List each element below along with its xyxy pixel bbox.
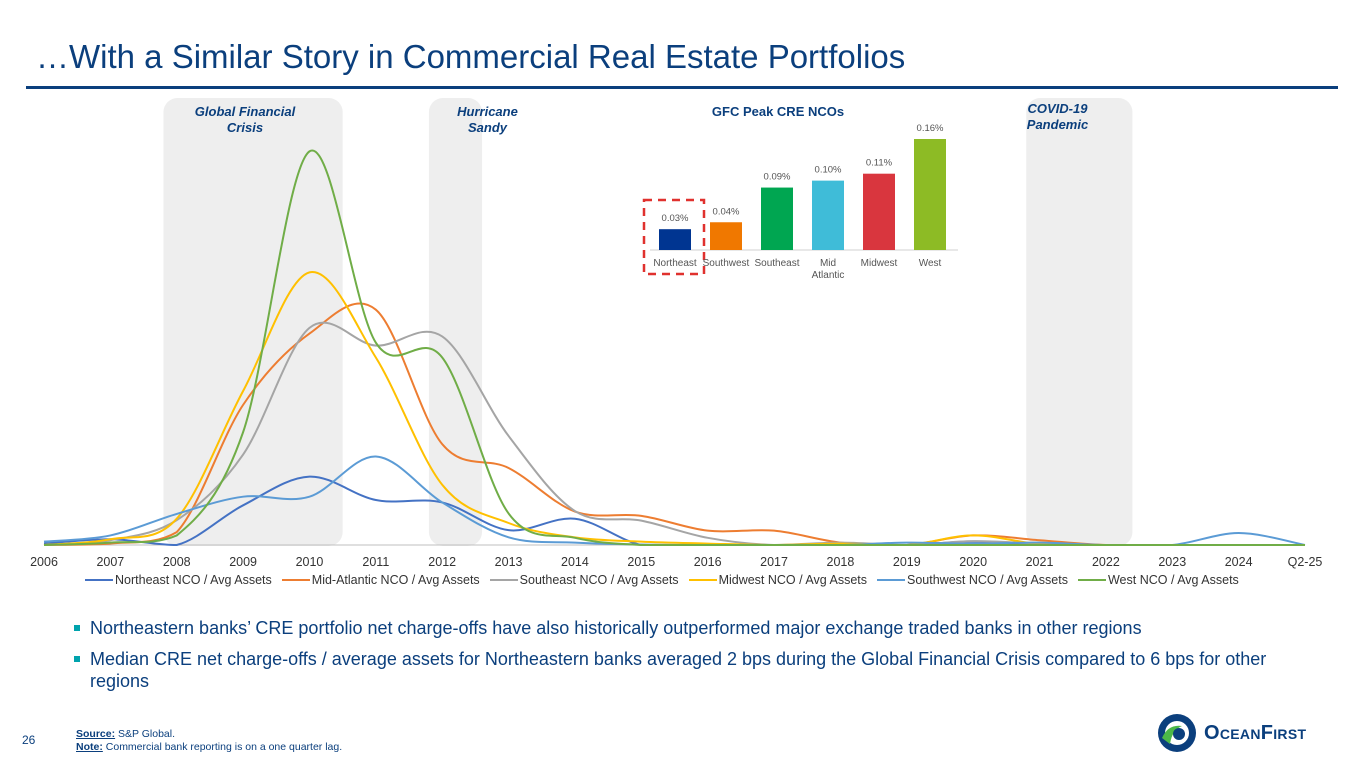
page-number: 26 [22, 733, 36, 747]
regional-cre-nco-line-chart: 2006 2007 2008 2009 2010 2011 2012 2013 2014 2015… [30, 98, 1323, 569]
legend-label: Southwest NCO / Avg Assets [907, 573, 1068, 587]
legend-label: West NCO / Avg Assets [1107, 573, 1239, 587]
event-shading-0 [163, 98, 343, 546]
bullet-text: Northeastern banks’ CRE portfolio net ch… [90, 618, 1142, 638]
inset-chart-title: GFC Peak CRE NCOs [712, 104, 844, 119]
bar-midwest [863, 173, 895, 250]
bar-data-label: 0.16% [917, 123, 944, 134]
legend-swatch [1077, 579, 1106, 581]
bullet-item: Northeastern banks’ CRE portfolio net ch… [74, 617, 1274, 639]
oceanfirst-logo-icon [1158, 714, 1196, 752]
legend-swatch [877, 579, 905, 581]
footnote: Source: S&P Global. Note: Commercial ban… [76, 728, 342, 754]
bar-southwest [710, 222, 742, 250]
category-label: Atlantic [812, 270, 845, 281]
bar-data-label: 0.10% [815, 165, 842, 176]
category-label: Southwest [703, 258, 750, 269]
x-tick-label: Q2-25 [1288, 555, 1323, 569]
chart-legend: Northeast NCO / Avg Assets Mid-Atlantic N… [85, 573, 1239, 587]
event-label-hurricane-sandy: Hurricane Sandy [457, 104, 518, 135]
legend-label: Northeast NCO / Avg Assets [115, 573, 272, 587]
x-tick-label: 2013 [495, 555, 523, 569]
legend-swatch [489, 579, 518, 581]
event-shading-layer [163, 98, 1133, 546]
bar-southeast [761, 187, 793, 250]
event-label-gfc: Global Financial Crisis [194, 104, 296, 135]
logo-wordmark: OceanFirst [1204, 721, 1307, 744]
bullet-square-icon [74, 625, 80, 631]
x-axis: 2006 2007 2008 2009 2010 2011 2012 2013 2014 2015… [30, 544, 1323, 569]
series-lines [43, 149, 1306, 547]
x-tick-label: 2020 [959, 555, 987, 569]
note-text: Commercial bank reporting is on a one qu… [105, 741, 343, 753]
legend-item: Southeast NCO / Avg Assets [489, 573, 679, 587]
highlight-box [642, 198, 706, 276]
x-tick-label: 2016 [694, 555, 722, 569]
legend-label: Southeast NCO / Avg Assets [519, 573, 679, 587]
event-label-covid: COVID-19 Pandemic [1026, 101, 1089, 132]
event-shading-1 [428, 98, 483, 546]
bar-northeast [659, 229, 691, 250]
legend-label: Mid-Atlantic NCO / Avg Assets [311, 573, 480, 587]
x-tick-label: 2014 [561, 555, 589, 569]
series-line-west-nco-avg-assets [43, 149, 1305, 547]
category-label: West [919, 258, 942, 269]
x-tick-label: 2021 [1026, 555, 1054, 569]
bar-data-label: 0.09% [764, 172, 791, 183]
x-tick-label: 2010 [296, 555, 324, 569]
page-title: …With a Similar Story in Commercial Real… [36, 38, 906, 75]
legend-item: West NCO / Avg Assets [1077, 573, 1239, 587]
note-label: Note: [76, 741, 103, 753]
x-tick-label: 2009 [229, 555, 257, 569]
category-label: Midwest [861, 258, 898, 269]
x-tick-label: 2007 [96, 555, 124, 569]
bullet-item: Median CRE net charge-offs / average ass… [74, 648, 1274, 692]
source-text: S&P Global. [118, 728, 176, 740]
x-tick-label: 2008 [163, 555, 191, 569]
category-label: Mid [820, 258, 836, 269]
x-tick-label: 2017 [760, 555, 788, 569]
x-tick-label: 2018 [827, 555, 855, 569]
legend-item: Northeast NCO / Avg Assets [85, 573, 272, 587]
bar-west [914, 139, 946, 250]
legend-item: Southwest NCO / Avg Assets [877, 573, 1068, 587]
x-tick-label: 2023 [1158, 555, 1186, 569]
x-tick-label: 2006 [30, 555, 58, 569]
bar-data-label: 0.11% [866, 158, 893, 169]
bar-mid-atlantic [812, 180, 844, 250]
legend-swatch [281, 579, 310, 581]
bar-data-label: 0.03% [662, 213, 689, 224]
legend-swatch [85, 579, 113, 581]
x-tick-label: 2019 [893, 555, 921, 569]
legend-item: Midwest NCO / Avg Assets [688, 573, 867, 587]
title-divider [26, 86, 1338, 89]
source-label: Source: [76, 728, 116, 740]
category-label: Northeast [653, 258, 697, 269]
x-tick-label: 2024 [1225, 555, 1253, 569]
x-tick-label: 2012 [428, 555, 456, 569]
category-label: Southeast [754, 258, 799, 269]
event-shading-2 [1026, 98, 1133, 546]
legend-label: Midwest NCO / Avg Assets [718, 573, 867, 587]
bar-data-label: 0.04% [713, 206, 740, 217]
legend-swatch [688, 579, 717, 581]
x-tick-label: 2015 [627, 555, 655, 569]
legend-item: Mid-Atlantic NCO / Avg Assets [281, 573, 480, 587]
x-tick-label: 2011 [362, 555, 389, 569]
bullet-list: Northeastern banks’ CRE portfolio net ch… [74, 617, 1274, 701]
company-logo: OceanFirst [1156, 712, 1306, 754]
bullet-text: Median CRE net charge-offs / average ass… [90, 649, 1267, 691]
x-tick-label: 2022 [1092, 555, 1120, 569]
bullet-square-icon [74, 656, 80, 662]
gfc-peak-cre-nco-bar-chart: GFC Peak CRE NCOs 0.03% Northeast 0.04% Sout… [642, 104, 958, 281]
